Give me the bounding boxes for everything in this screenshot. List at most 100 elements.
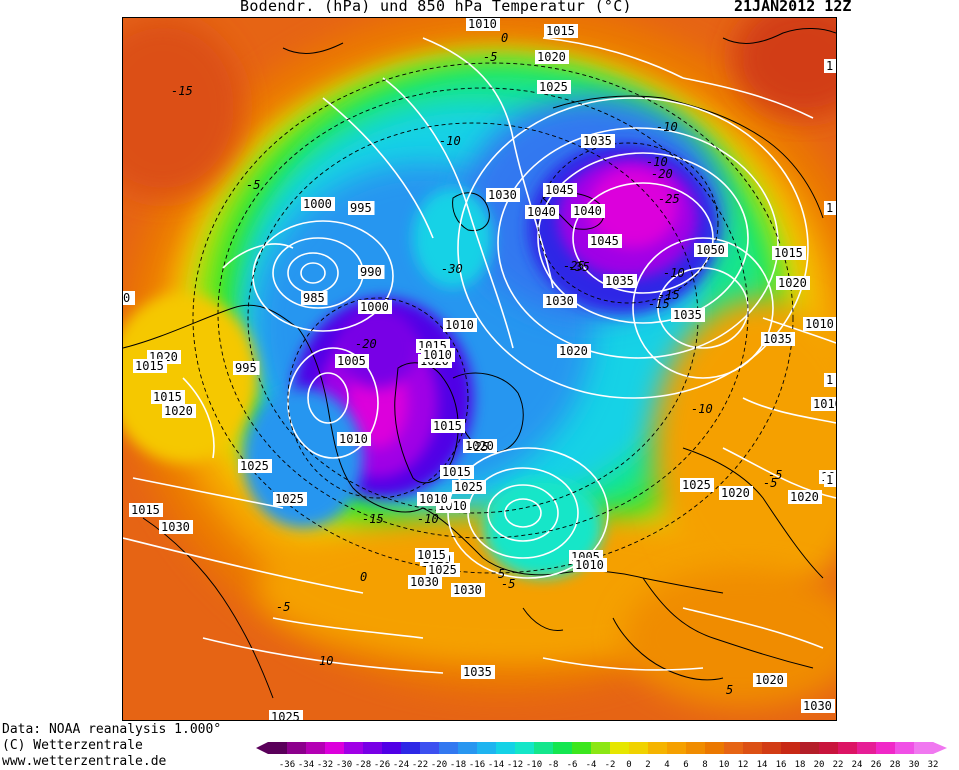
isobar-label: 1020 bbox=[753, 673, 787, 687]
svg-text:1015: 1015 bbox=[546, 24, 575, 38]
credit-copyright: (C) Wetterzentrale bbox=[2, 738, 143, 753]
isobar-label: 990 bbox=[358, 265, 385, 279]
legend-swatch bbox=[553, 742, 573, 754]
svg-text:1010: 1010 bbox=[339, 432, 368, 446]
isobar-label: 1030 bbox=[408, 575, 442, 589]
legend-swatch bbox=[648, 742, 668, 754]
isotherm-label: -10 bbox=[417, 512, 439, 526]
legend-tick-label: -28 bbox=[355, 760, 371, 770]
svg-text:985: 985 bbox=[303, 291, 325, 305]
isotherm-label: -5 bbox=[501, 577, 515, 591]
legend-swatch bbox=[838, 742, 858, 754]
isotherm-label: 10 bbox=[319, 654, 333, 668]
isobar-label: 1040 bbox=[571, 204, 605, 218]
isotherm-label: -30 bbox=[441, 262, 463, 276]
legend-tick-label: 26 bbox=[871, 760, 882, 770]
legend-swatch bbox=[306, 742, 326, 754]
isobar-label-edge: 1 bbox=[824, 373, 836, 387]
isobar-label: 1030 bbox=[543, 294, 577, 308]
legend-tick-label: 14 bbox=[757, 760, 768, 770]
legend-tick-label: 18 bbox=[795, 760, 806, 770]
isobar-label: 1010 bbox=[337, 432, 371, 446]
svg-text:1040: 1040 bbox=[573, 204, 602, 218]
isobar-label: 1015 bbox=[440, 465, 474, 479]
isobar-label: 995 bbox=[233, 361, 260, 375]
isotherm-label: -10 bbox=[663, 266, 685, 280]
legend-tick-label: -30 bbox=[336, 760, 352, 770]
isobar-label: 1030 bbox=[159, 520, 193, 534]
isobar-label: 995 bbox=[348, 201, 375, 215]
legend-swatch bbox=[800, 742, 820, 754]
legend-swatch bbox=[420, 742, 440, 754]
svg-text:1030: 1030 bbox=[161, 520, 190, 534]
legend-swatch bbox=[781, 742, 801, 754]
isobar-label: 1045 bbox=[543, 183, 577, 197]
svg-text:1020: 1020 bbox=[755, 673, 784, 687]
legend-swatch bbox=[724, 742, 744, 754]
svg-text:1010: 1010 bbox=[575, 558, 604, 572]
legend-swatch bbox=[743, 742, 763, 754]
svg-text:1020: 1020 bbox=[164, 404, 193, 418]
svg-text:1025: 1025 bbox=[454, 480, 483, 494]
svg-text:995: 995 bbox=[235, 361, 257, 375]
isobar-label: 1015 bbox=[129, 503, 163, 517]
svg-text:1035: 1035 bbox=[673, 308, 702, 322]
isobar-label: 1045 bbox=[588, 234, 622, 248]
isobar-label: 1010 bbox=[466, 18, 500, 31]
svg-text:1015: 1015 bbox=[442, 465, 471, 479]
svg-text:1030: 1030 bbox=[545, 294, 574, 308]
legend-swatch bbox=[477, 742, 497, 754]
isotherm-label: -10 bbox=[439, 134, 461, 148]
svg-text:1035: 1035 bbox=[583, 134, 612, 148]
isobar-label: 1030 bbox=[801, 699, 835, 713]
chart-title: Bodendr. (hPa) und 850 hPa Temperatur (°… bbox=[240, 0, 632, 15]
weather-map: 1010101510201025103010301035104010451050… bbox=[122, 17, 837, 721]
svg-text:1010: 1010 bbox=[419, 492, 448, 506]
chart-date: 21JAN2012 12Z bbox=[734, 0, 852, 15]
svg-text:1030: 1030 bbox=[488, 188, 517, 202]
svg-text:1045: 1045 bbox=[545, 183, 574, 197]
isobar-label: 1010 bbox=[803, 317, 836, 331]
isobar-label: 1000 bbox=[301, 197, 335, 211]
isobar-label-edge: 1 bbox=[824, 473, 836, 487]
legend-tick-label: -32 bbox=[317, 760, 333, 770]
legend-tick-label: -8 bbox=[548, 760, 559, 770]
isobar-labels: 1010101510201025103010301035104010451050… bbox=[129, 18, 836, 720]
isobar-label: 1030 bbox=[486, 188, 520, 202]
legend-swatch bbox=[629, 742, 649, 754]
legend-tick-label: -36 bbox=[279, 760, 295, 770]
svg-text:1025: 1025 bbox=[539, 80, 568, 94]
isotherm-label: 0 bbox=[501, 31, 508, 45]
credit-data-source: Data: NOAA reanalysis 1.000° bbox=[2, 722, 222, 737]
svg-text:1025: 1025 bbox=[682, 478, 711, 492]
svg-text:1040: 1040 bbox=[527, 205, 556, 219]
isobar-label: 1025 bbox=[537, 80, 571, 94]
legend-swatch bbox=[857, 742, 877, 754]
data-credits: Data: NOAA reanalysis 1.000° (C) Wetterz… bbox=[2, 722, 221, 770]
svg-text:1015: 1015 bbox=[774, 246, 803, 260]
legend-tick-label: -26 bbox=[374, 760, 390, 770]
legend-tick-label: 22 bbox=[833, 760, 844, 770]
svg-text:1015: 1015 bbox=[153, 390, 182, 404]
svg-text:1020: 1020 bbox=[559, 344, 588, 358]
svg-text:1035: 1035 bbox=[763, 332, 792, 346]
isobar-label: 1035 bbox=[581, 134, 615, 148]
legend-swatch bbox=[496, 742, 516, 754]
map-canvas: 1010101510201025103010301035104010451050… bbox=[123, 18, 836, 720]
isobar-label: 1020 bbox=[535, 50, 569, 64]
isobars bbox=[123, 37, 836, 674]
legend-tick-label: -20 bbox=[431, 760, 447, 770]
isotherm-label: -20 bbox=[355, 337, 377, 351]
isobar-label: 1020 bbox=[788, 490, 822, 504]
isobar-label: 1035 bbox=[461, 665, 495, 679]
svg-text:1000: 1000 bbox=[360, 300, 389, 314]
legend-arrow-right bbox=[933, 742, 947, 754]
legend-tick-label: 0 bbox=[626, 760, 631, 770]
isobar-label: 1025 bbox=[238, 459, 272, 473]
isobar-label: 1050 bbox=[694, 243, 728, 257]
legend-swatch bbox=[914, 742, 934, 754]
isotherm-label: -5 bbox=[763, 476, 777, 490]
isotherm-label: -5 bbox=[768, 468, 782, 482]
legend-swatch bbox=[344, 742, 364, 754]
isobar-label: 1025 bbox=[680, 478, 714, 492]
